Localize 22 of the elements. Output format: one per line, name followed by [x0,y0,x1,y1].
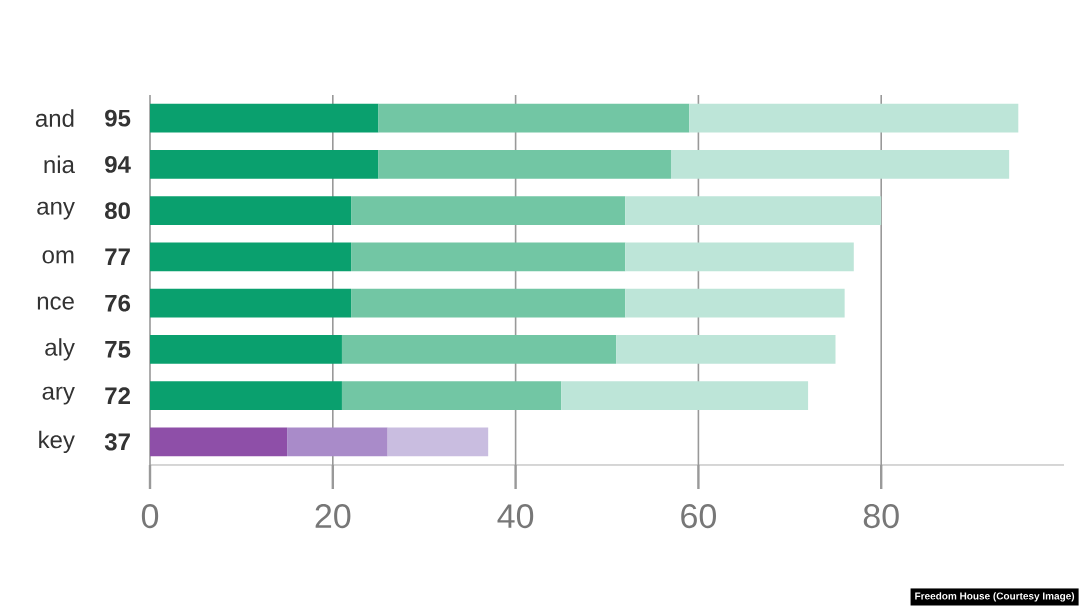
x-tick-label: 60 [681,504,716,529]
total-label: 37 [104,433,130,451]
y-tick-label: nia [44,155,75,174]
x-tick-label: 40 [497,504,534,529]
total-label: 72 [105,387,130,404]
text: Freedom House (Courtesy Image) [915,592,1075,602]
y-tick-label: and [35,109,74,127]
y-tick-label: key [39,430,75,454]
total-label: 75 [105,341,131,358]
total-label: 76 [105,294,131,312]
y-tick-label: om [42,250,74,264]
x-tick-label: 20 [315,504,351,529]
y-tick-label: nce [37,296,74,310]
total-label: 77 [105,248,130,266]
x-tick-label: 80 [863,504,899,529]
y-tick-label: ary [42,386,75,405]
total-label: 95 [105,109,131,127]
total-label: 94 [105,155,131,173]
total-label: 80 [105,202,130,220]
x-tick-label: 0 [141,504,159,529]
y-tick-label: any [37,201,75,220]
y-tick-label: aly [45,338,75,361]
